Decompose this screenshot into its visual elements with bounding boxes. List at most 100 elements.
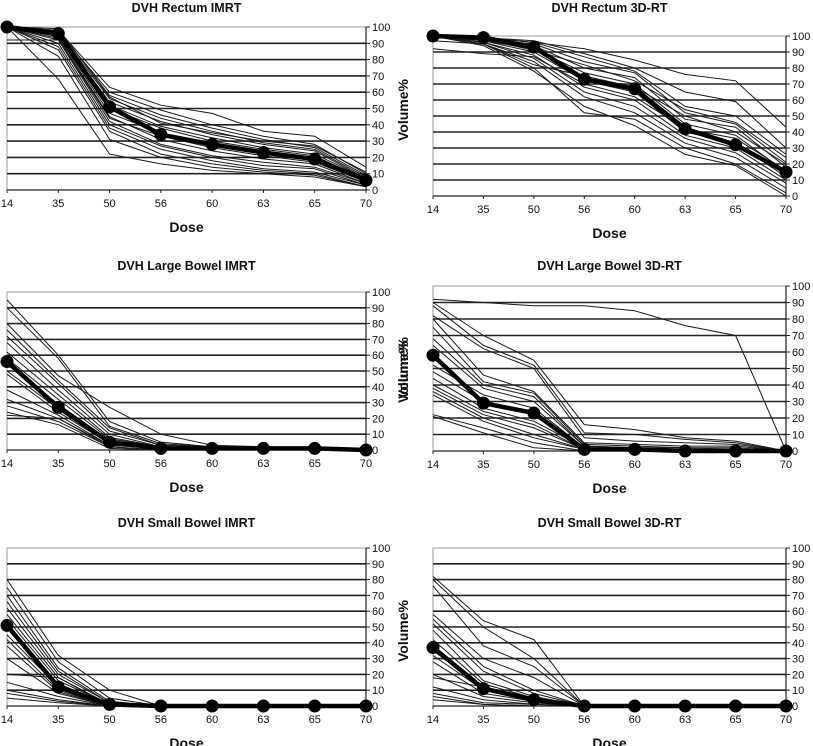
mean-dvh-marker — [628, 82, 642, 96]
x-tick-label: 60 — [629, 459, 641, 471]
patient-dvh-line — [6, 634, 366, 707]
y-tick-label: 100 — [792, 281, 810, 293]
y-tick-label: 90 — [792, 47, 804, 59]
x-tick-label: 50 — [528, 714, 540, 726]
mean-dvh-marker — [628, 442, 642, 456]
x-tick-label: 56 — [578, 459, 590, 471]
x-tick-label: 65 — [729, 204, 741, 216]
mean-dvh-marker — [426, 348, 440, 362]
mean-dvh-marker — [103, 697, 117, 711]
x-tick-label: 35 — [52, 714, 64, 726]
chart-title: DVH Rectum IMRT — [132, 1, 242, 15]
mean-dvh-marker — [256, 441, 270, 455]
x-tick-label: 50 — [103, 714, 115, 726]
mean-dvh-marker — [729, 699, 743, 713]
x-tick-label: 70 — [360, 458, 372, 470]
mean-dvh-marker — [103, 435, 117, 449]
x-tick-label: 63 — [679, 204, 691, 216]
chart-panel: 0 10 20 30 40 50 60 70 80 90 100 14 35 50 56 60 63 65 70 DV… — [0, 1, 411, 235]
x-tick-label: 14 — [427, 204, 439, 216]
mean-dvh-marker — [103, 100, 117, 114]
x-tick-label: 14 — [1, 198, 13, 210]
y-tick-label: 100 — [372, 287, 390, 299]
x-tick-label: 14 — [1, 458, 13, 470]
chart-title: DVH Large Bowel 3D-RT — [537, 259, 682, 273]
mean-dvh-marker — [729, 138, 743, 152]
y-tick-label: 50 — [792, 622, 804, 634]
y-tick-label: 20 — [792, 413, 804, 425]
mean-dvh-marker — [527, 406, 541, 420]
y-tick-label: 80 — [372, 575, 384, 587]
y-tick-label: 90 — [372, 559, 384, 571]
x-tick-label: 60 — [206, 458, 218, 470]
x-tick-label: 60 — [206, 198, 218, 210]
y-axis-label: Volume% — [395, 340, 411, 403]
patient-dvh-line — [432, 35, 787, 181]
chart-panel: 0 10 20 30 40 50 60 70 80 90 100 14 35 50 56 60 63 65 70 DV… — [0, 516, 411, 746]
y-tick-label: 70 — [792, 590, 804, 602]
mean-dvh-line — [431, 645, 786, 709]
chart-panel: 0 10 20 30 40 50 60 70 80 90 100 14 35 50 56 60 63 65 70 DV… — [426, 516, 810, 746]
x-tick-label: 50 — [103, 458, 115, 470]
patient-dvh-line — [6, 26, 367, 186]
y-tick-label: 20 — [372, 669, 384, 681]
y-tick-label: 90 — [792, 559, 804, 571]
patient-dvh-line — [6, 26, 367, 176]
y-tick-label: 0 — [792, 446, 798, 458]
y-tick-label: 30 — [372, 136, 384, 148]
patient-dvh-line — [432, 35, 787, 197]
mean-dvh-marker — [154, 441, 168, 455]
y-tick-label: 10 — [372, 169, 384, 181]
x-tick-label: 56 — [578, 714, 590, 726]
y-tick-label: 60 — [372, 350, 384, 362]
mean-dvh-marker — [256, 146, 270, 160]
y-tick-label: 70 — [372, 71, 384, 83]
mean-dvh-marker — [0, 618, 14, 632]
x-tick-label: 50 — [103, 198, 115, 210]
x-axis-label: Dose — [592, 735, 626, 746]
x-axis-label: Dose — [592, 480, 626, 496]
mean-dvh-marker — [51, 27, 65, 41]
patient-dvh-line — [6, 26, 367, 186]
patient-dvh-line — [432, 35, 787, 194]
patient-dvh-line — [432, 40, 787, 165]
y-tick-label: 40 — [792, 380, 804, 392]
x-tick-label: 50 — [528, 459, 540, 471]
x-tick-label: 70 — [360, 714, 372, 726]
chart-title: DVH Large Bowel IMRT — [117, 259, 256, 273]
x-tick-label: 56 — [578, 204, 590, 216]
patient-dvh-line — [432, 48, 787, 171]
mean-dvh-marker — [678, 699, 692, 713]
x-tick-label: 70 — [780, 459, 792, 471]
y-tick-label: 40 — [372, 638, 384, 650]
y-tick-label: 60 — [792, 347, 804, 359]
mean-dvh-marker — [154, 128, 168, 142]
y-tick-label: 30 — [792, 397, 804, 409]
mean-dvh-marker — [359, 699, 373, 713]
patient-dvh-line — [432, 298, 787, 452]
mean-dvh-marker — [527, 693, 541, 707]
y-axis-label: Volume% — [395, 78, 411, 141]
mean-dvh-marker — [308, 441, 322, 455]
x-tick-label: 35 — [477, 459, 489, 471]
y-tick-label: 80 — [372, 55, 384, 67]
x-tick-label: 63 — [257, 198, 269, 210]
y-tick-label: 100 — [372, 22, 390, 34]
mean-dvh-marker — [426, 29, 440, 43]
x-tick-label: 70 — [360, 198, 372, 210]
y-axis-label: Volume% — [395, 336, 411, 399]
patient-dvh-line — [6, 307, 367, 451]
x-tick-label: 35 — [477, 714, 489, 726]
x-axis-label: Dose — [169, 735, 203, 746]
patient-dvh-line — [432, 326, 787, 452]
y-tick-label: 0 — [792, 701, 798, 713]
y-tick-label: 0 — [372, 185, 378, 197]
mean-dvh-marker — [0, 355, 14, 369]
x-tick-label: 56 — [155, 458, 167, 470]
y-tick-label: 40 — [372, 120, 384, 132]
chart-panel: 0 10 20 30 40 50 60 70 80 90 100 14 35 50 56 60 63 65 70 DV… — [0, 259, 411, 495]
chart-title: DVH Rectum 3D-RT — [552, 1, 668, 15]
y-tick-label: 50 — [792, 111, 804, 123]
mean-dvh-marker — [51, 400, 65, 414]
